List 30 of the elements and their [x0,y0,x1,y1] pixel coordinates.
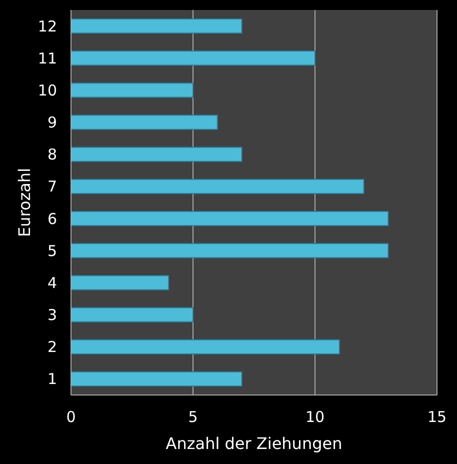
x-axis-title: Anzahl der Ziehungen [166,434,342,453]
x-tick-label: 10 [305,408,325,426]
bar [70,371,242,387]
y-tick-label: 8 [47,146,57,164]
y-tick-label: 11 [38,49,57,68]
y-tick-label: 9 [47,114,57,132]
y-tick-label: 1 [47,370,57,388]
bar [70,307,194,322]
y-tick-label: 2 [47,338,57,356]
bar [70,178,364,194]
x-tick-label: 5 [188,408,198,426]
y-axis-title: Eurozahl [15,168,34,238]
y-tick-label: 12 [38,17,57,36]
y-tick-label: 7 [47,178,57,196]
bar [70,82,194,98]
bar [70,210,389,226]
bar [70,243,389,258]
bar [70,114,218,130]
x-tick-label: 0 [66,408,76,426]
bar [70,339,340,354]
y-tick-label: 3 [47,306,57,324]
bar [70,146,242,162]
bar [70,275,170,290]
y-tick-label: 5 [47,242,57,260]
y-tick-label: 6 [47,210,57,228]
y-tick-label: 10 [38,81,57,100]
bar [70,18,242,34]
y-tick-label: 4 [47,274,57,292]
bar [70,50,316,66]
x-tick-label: 15 [427,408,447,426]
